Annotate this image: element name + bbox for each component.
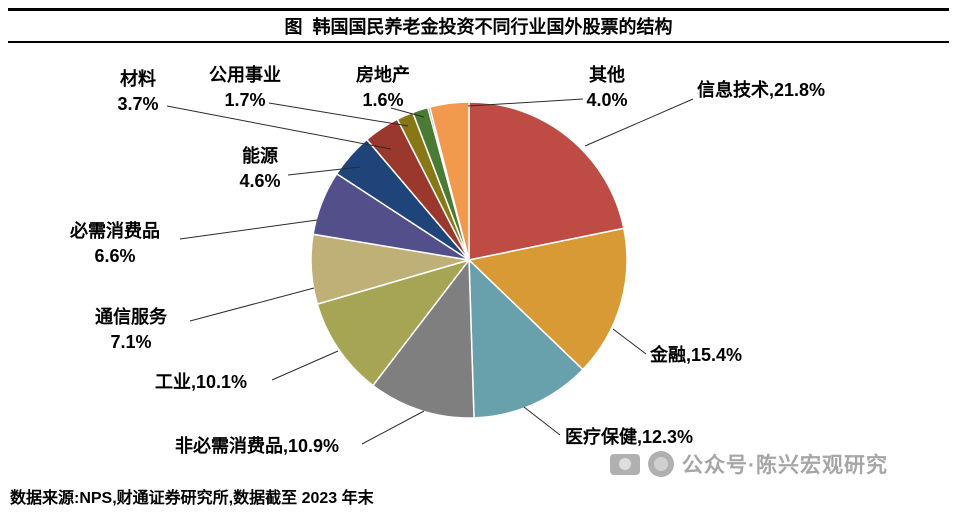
account-logo-icon [648,451,674,477]
pie-label-materials: 材料 3.7% [117,68,158,114]
pie-slice-industrials [316,259,470,387]
camera-icon [610,453,640,475]
leader-line-consumer-discretionary [361,410,425,445]
leader-line-consumer-staples [179,219,318,240]
leader-line-real-estate [390,107,425,118]
leader-line-utilities [268,102,409,127]
figure-title: 图 韩国国民养老金投资不同行业国外股票的结构 [284,17,673,37]
watermark: 公众号·陈兴宏观研究 [610,449,888,479]
pie-slice-consumer-discretionary [372,259,475,419]
pie-slice-others [428,101,470,261]
pie-label-healthcare: 医疗保健,12.3% [565,426,693,447]
leader-line-info-tech [584,98,694,147]
pie-label-utilities: 公用事业 1.7% [209,64,281,110]
title-top-rule [8,8,949,11]
leader-line-others [467,98,584,107]
data-source: 数据来源:NPS,财通证券研究所,数据截至 2023 年末 [10,490,374,507]
leader-line-communication-services [189,287,315,322]
pie-label-communication-services: 通信服务 7.1% [95,306,168,352]
pie-label-industrials: 工业,10.1% [155,372,247,392]
pie-slice-financials [468,227,628,371]
pie-label-real-estate: 房地产 1.6% [356,64,410,110]
leader-line-financials [612,328,647,355]
leader-line-industrials [271,350,339,381]
pie-label-consumer-discretionary: 非必需消费品,10.9% [175,435,339,456]
watermark-text: 公众号·陈兴宏观研究 [682,454,888,477]
pie-label-consumer-staples: 必需消费品 6.6% [69,220,160,266]
pie-label-others: 其他 4.0% [586,64,627,110]
title-bottom-rule [8,41,949,43]
pie-slice-healthcare [468,259,584,419]
leader-line-energy [287,166,361,176]
pie-label-energy: 能源 4.6% [239,145,280,191]
pie-label-info-tech: 信息技术,21.8% [697,79,825,100]
pie-slice-info-tech [468,101,625,261]
leader-line-healthcare [523,406,561,436]
pie-label-financials: 金融,15.4% [649,344,742,365]
leader-line-materials [166,105,392,150]
